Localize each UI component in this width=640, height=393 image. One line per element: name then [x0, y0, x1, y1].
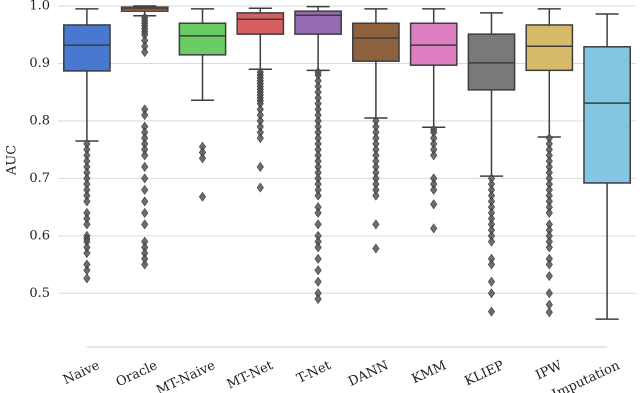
x-tick-label: Naive [61, 358, 102, 388]
outlier [314, 207, 322, 218]
outlier [256, 133, 264, 144]
x-tick-label: T-Net [295, 358, 334, 387]
y-tick-label: 1.0 [29, 0, 50, 14]
box [583, 46, 631, 184]
outlier [372, 190, 380, 201]
x-tick-label: KLIEP [463, 358, 507, 389]
box [467, 33, 516, 91]
outlier [314, 276, 322, 287]
y-axis-label: AUC [5, 145, 20, 176]
outlier [314, 190, 322, 201]
outlier [430, 223, 438, 234]
outlier [141, 173, 149, 184]
outlier [487, 288, 496, 299]
box [294, 10, 342, 35]
outlier [83, 219, 91, 230]
outlier [83, 196, 91, 207]
outlier [141, 184, 149, 195]
outlier [545, 207, 553, 218]
box [409, 22, 458, 66]
outlier [141, 207, 149, 218]
outlier [545, 259, 553, 270]
y-tick-label: 0.8 [29, 113, 50, 128]
outlier [430, 150, 438, 161]
x-tick-label: MT-Naive [154, 358, 218, 393]
outlier [141, 150, 149, 161]
outlier [314, 219, 322, 230]
outlier [487, 259, 496, 270]
outlier [372, 243, 380, 254]
outlier [256, 161, 264, 172]
outlier [198, 153, 207, 164]
outlier [314, 265, 322, 276]
box [525, 24, 574, 72]
outlier [83, 248, 91, 259]
outlier [430, 184, 438, 195]
outlier [487, 236, 496, 247]
outlier [141, 219, 149, 230]
outlier [141, 259, 149, 270]
x-tick-label: IPW [533, 358, 565, 383]
outlier [314, 242, 322, 253]
outlier [141, 110, 149, 121]
outlier [430, 199, 438, 210]
outlier [545, 307, 553, 318]
outlier [141, 196, 149, 207]
x-tick-label: Oracle [114, 358, 160, 390]
y-tick-label: 0.5 [29, 286, 50, 301]
box [63, 24, 111, 72]
outlier [141, 46, 149, 57]
box [352, 22, 400, 62]
x-tick-label: KMM [410, 358, 449, 387]
outlier [83, 273, 91, 284]
outlier [372, 219, 380, 230]
outlier [141, 161, 149, 172]
outlier [545, 288, 553, 299]
outlier [545, 271, 553, 282]
outlier [487, 276, 496, 287]
y-tick-label: 0.7 [29, 171, 50, 186]
outlier [487, 306, 496, 317]
outlier [256, 182, 264, 193]
x-tick-label: MT-Net [225, 358, 276, 393]
outlier [314, 294, 322, 305]
outlier [314, 253, 322, 264]
x-tick-label: Imputation [550, 358, 623, 393]
y-tick-label: 0.6 [29, 228, 50, 243]
outlier [545, 242, 553, 253]
y-tick-label: 0.9 [29, 56, 50, 71]
outlier [198, 191, 207, 202]
x-tick-label: DANN [346, 358, 391, 390]
box [178, 22, 227, 56]
box [236, 12, 285, 35]
